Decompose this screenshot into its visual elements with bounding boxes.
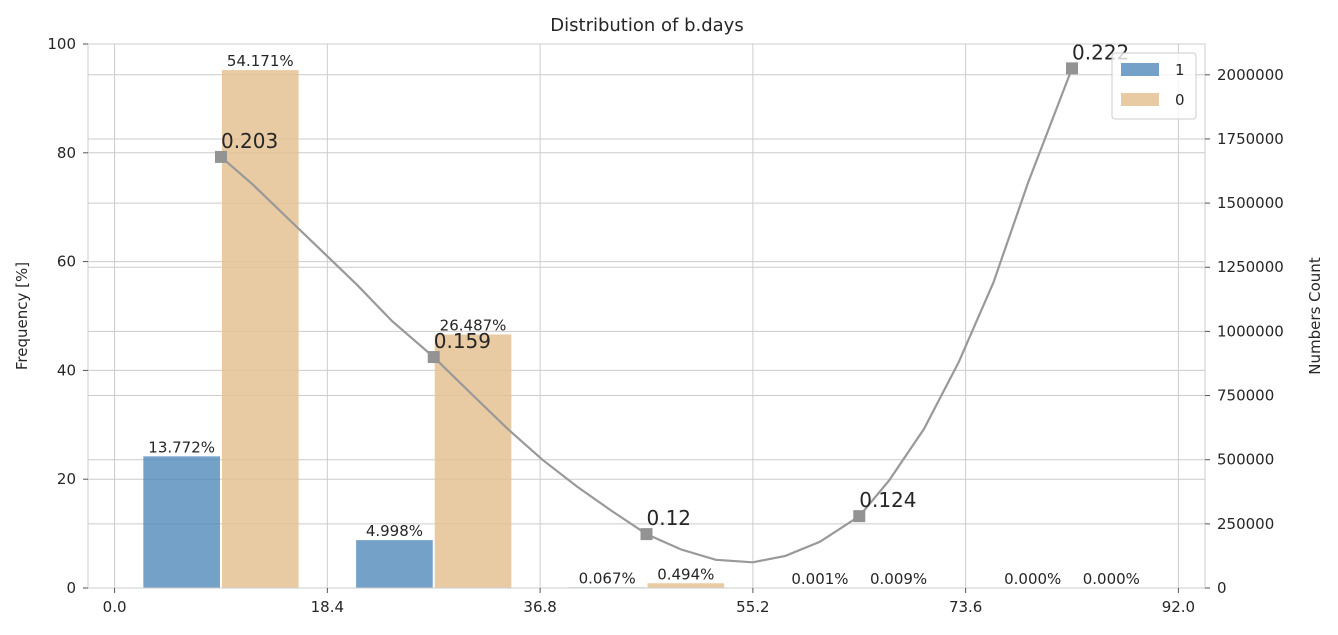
rate-line-marker: [214, 150, 227, 163]
legend-label-1: 1: [1175, 61, 1185, 79]
bar-series-0: [647, 583, 725, 588]
y2-tick-label: 500000: [1217, 451, 1274, 469]
y2-tick-label: 1750000: [1217, 130, 1284, 148]
rate-line-marker: [640, 528, 653, 541]
y2-tick-label: 1500000: [1217, 194, 1284, 212]
y-tick-label: 40: [57, 361, 76, 379]
bars: [143, 70, 937, 588]
y-tick-label: 20: [57, 470, 76, 488]
x-tick-label: 36.8: [523, 598, 556, 616]
y-tick-label: 0: [66, 579, 76, 597]
bar-value-label: 4.998%: [366, 522, 423, 540]
bar-labels: 13.772% 54.171% 4.998% 26.487% 0.067% 0.494% 0…: [148, 52, 1140, 588]
y2-tick-label: 250000: [1217, 515, 1274, 533]
bar-value-label: 0.494%: [657, 565, 714, 583]
rate-line-marker: [1066, 62, 1079, 75]
rate-point-label: 0.203: [221, 129, 278, 153]
bar-value-label: 0.001%: [791, 570, 848, 588]
bar-value-label: 26.487%: [440, 316, 507, 334]
bar-value-label: 0.009%: [870, 570, 927, 588]
x-tick-label: 18.4: [311, 598, 344, 616]
rate-point-label: 0.159: [434, 329, 491, 353]
x-tick-label: 92.0: [1162, 598, 1195, 616]
y2-axis-ticks: 0 250000 500000 750000 1000000 1250000 1500000…: [1205, 66, 1284, 597]
rate-point-label: 0.124: [859, 488, 916, 512]
plot-frame: [87, 43, 1206, 589]
x-tick-label: 73.6: [949, 598, 982, 616]
y-tick-label: 100: [47, 35, 76, 53]
bar-series-1: [356, 540, 433, 588]
y2-tick-label: 750000: [1217, 387, 1274, 405]
bar-value-label: 54.171%: [227, 52, 294, 70]
legend-swatch-1: [1121, 63, 1159, 76]
x-tick-label: 55.2: [736, 598, 769, 616]
legend-swatch-0: [1121, 93, 1159, 106]
legend-label-0: 0: [1175, 91, 1185, 109]
y-tick-label: 60: [57, 253, 76, 271]
y2-tick-label: 2000000: [1217, 66, 1284, 84]
bar-value-label: 0.000%: [1083, 570, 1140, 588]
chart-title: Distribution of b.days: [550, 15, 743, 36]
bar-value-label: 0.067%: [579, 569, 636, 587]
y-tick-label: 80: [57, 144, 76, 162]
bar-value-label: 0.000%: [1004, 570, 1061, 588]
y2-tick-label: 0: [1217, 579, 1227, 597]
y2-tick-label: 1250000: [1217, 258, 1284, 276]
rate-line-marker: [853, 510, 866, 523]
y2-tick-label: 1000000: [1217, 322, 1284, 340]
y-axis-ticks: 0 20 40 60 80 100: [47, 35, 88, 597]
y-axis-label: Frequency [%]: [13, 262, 31, 370]
x-gridlines: [114, 44, 1179, 588]
bar-series-1: [143, 456, 220, 588]
rate-line-marker: [427, 351, 440, 364]
bar-series-0: [221, 70, 299, 588]
bar-value-label: 13.772%: [148, 438, 215, 456]
bar-series-0: [434, 334, 512, 588]
rate-line: [214, 62, 1079, 564]
y2-axis-label: Numbers Count: [1306, 257, 1324, 375]
legend: 1 0: [1111, 52, 1197, 120]
rate-point-label: 0.12: [647, 506, 692, 530]
x-tick-label: 0.0: [103, 598, 127, 616]
x-axis-ticks: 0.0 18.4 36.8 55.2 73.6 92.0: [103, 588, 1195, 616]
